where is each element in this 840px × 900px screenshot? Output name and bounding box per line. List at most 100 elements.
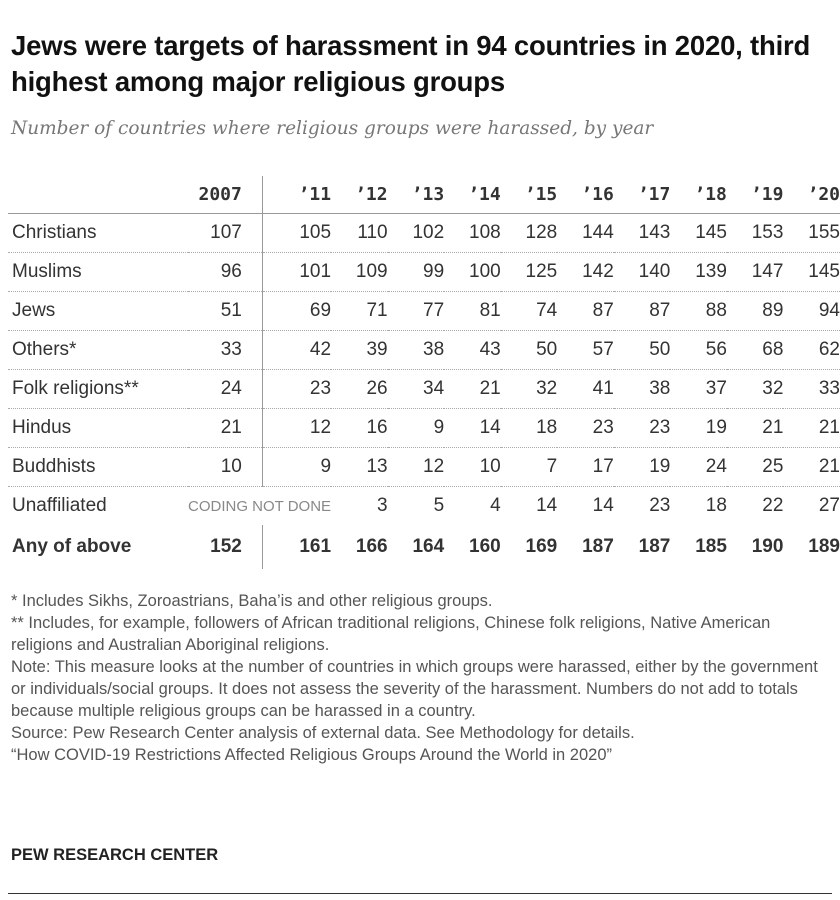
table-cell: 153 <box>726 213 784 253</box>
column-header: ’14 <box>444 176 501 214</box>
column-header: ’19 <box>726 176 784 214</box>
table-cell: 32 <box>726 369 784 409</box>
table-cell: 81 <box>444 291 501 331</box>
table-cell: 23 <box>557 408 614 448</box>
table-cell: 4 <box>490 495 501 516</box>
table-cell: 34 <box>387 369 445 409</box>
table-cell: 16 <box>331 408 388 448</box>
table-cell: 109 <box>331 252 388 292</box>
table-cell: 87 <box>613 291 671 331</box>
table-cell: 128 <box>500 213 558 253</box>
table-cell: 14 <box>592 495 614 516</box>
table-cell: 10 <box>187 447 263 487</box>
table-row: Buddhists 10 9 13 12 10 7 17 19 24 25 21 <box>8 447 840 487</box>
pew-logo: PEW RESEARCH CENTER <box>11 846 219 864</box>
row-label: Hindus <box>8 408 188 448</box>
table-row: Unaffiliated CODING NOT DONE 3 5 4 14 14 23 18 22… <box>8 487 840 526</box>
table-cell: 145 <box>670 213 727 253</box>
table-cell: 43 <box>444 330 501 370</box>
table-cell: 5 <box>433 495 445 516</box>
note: Note: This measure looks at the number o… <box>11 658 818 720</box>
table-cell: 169 <box>525 536 558 557</box>
table-cell: 18 <box>705 495 727 516</box>
table-cell: 74 <box>500 291 558 331</box>
table-cell: 107 <box>187 213 263 253</box>
table-cell: 139 <box>670 252 727 292</box>
table-cell: 18 <box>500 408 558 448</box>
table-cell: 21 <box>783 408 840 448</box>
report-title: “How COVID-19 Restrictions Affected Reli… <box>11 746 613 764</box>
column-header: ’20 <box>783 176 840 214</box>
table-cell: 88 <box>670 291 727 331</box>
column-header: ’16 <box>557 176 614 214</box>
table-cell: 152 <box>187 525 263 569</box>
table-row: Folk religions** 24 23 26 34 21 32 41 38 37 32 33 <box>8 369 840 409</box>
table-cell: 24 <box>670 447 727 487</box>
table-cell: 185 <box>695 536 727 557</box>
row-label: Buddhists <box>8 447 188 487</box>
table-cell: 110 <box>331 213 388 253</box>
table-cell: 13 <box>331 447 388 487</box>
table-cell: 21 <box>444 369 501 409</box>
table-cell: 7 <box>500 447 558 487</box>
row-label: Any of above <box>12 536 132 557</box>
row-label: Folk religions** <box>8 369 188 409</box>
table-cell: 100 <box>444 252 501 292</box>
column-header: ’12 <box>331 176 388 214</box>
table-row: Any of above 152 161 166 164 160 169 187 187 185 1… <box>8 525 840 569</box>
source: Source: Pew Research Center analysis of … <box>11 724 635 742</box>
table-cell: 10 <box>444 447 501 487</box>
table-cell: 147 <box>726 252 784 292</box>
table-cell: 144 <box>557 213 614 253</box>
table-row: Muslims 96 101 109 99 100 125 142 140 139 147 145 <box>8 252 840 292</box>
table-cell: 68 <box>726 330 784 370</box>
row-label: Others* <box>8 330 188 370</box>
table-cell: 37 <box>670 369 727 409</box>
coding-not-done-note: CODING NOT DONE <box>187 497 332 515</box>
table-cell: 142 <box>557 252 614 292</box>
table-cell: 143 <box>613 213 671 253</box>
table-cell: 187 <box>638 536 671 557</box>
table-row: Others* 33 42 39 38 43 50 57 50 56 68 62 <box>8 330 840 370</box>
table-cell: 190 <box>751 536 784 557</box>
table-cell: 71 <box>331 291 388 331</box>
notes: * Includes Sikhs, Zoroastrians, Baha’is … <box>11 590 831 766</box>
table-cell: 23 <box>649 495 671 516</box>
table-cell: 41 <box>557 369 614 409</box>
table-cell: 69 <box>262 291 332 331</box>
table-cell: 21 <box>187 408 263 448</box>
column-header: ’11 <box>262 176 332 214</box>
table-cell: 42 <box>262 330 332 370</box>
table-cell: 27 <box>818 495 840 516</box>
table-cell: 57 <box>557 330 614 370</box>
table-cell: 87 <box>557 291 614 331</box>
row-label: Christians <box>8 213 188 253</box>
table-cell: 25 <box>726 447 784 487</box>
table-cell: 21 <box>783 447 840 487</box>
table-cell: 89 <box>726 291 784 331</box>
table-cell: 94 <box>783 291 840 331</box>
label-header <box>8 176 188 214</box>
chart-subtitle: Number of countries where religious grou… <box>11 118 654 139</box>
table-cell: 50 <box>500 330 558 370</box>
table-cell: 24 <box>187 369 263 409</box>
table-cell: 12 <box>262 408 332 448</box>
table-row: Hindus 21 12 16 9 14 18 23 23 19 21 21 <box>8 408 840 448</box>
table-cell: 39 <box>331 330 388 370</box>
table-cell: 21 <box>726 408 784 448</box>
table-cell: 51 <box>187 291 263 331</box>
row-label: Muslims <box>8 252 188 292</box>
table-cell: 101 <box>262 252 332 292</box>
table-cell: 38 <box>613 369 671 409</box>
table-cell: 99 <box>387 252 445 292</box>
table-cell: 33 <box>187 330 263 370</box>
bottom-rule <box>8 893 832 894</box>
table-cell: 33 <box>783 369 840 409</box>
table-cell: 14 <box>536 495 558 516</box>
table-cell: 77 <box>387 291 445 331</box>
table-cell: 62 <box>783 330 840 370</box>
table-cell: 164 <box>412 536 445 557</box>
header-row: 2007’11’12’13’14’15’16’17’18’19’20 <box>8 176 840 214</box>
table-cell: 50 <box>613 330 671 370</box>
table-cell: 155 <box>783 213 840 253</box>
